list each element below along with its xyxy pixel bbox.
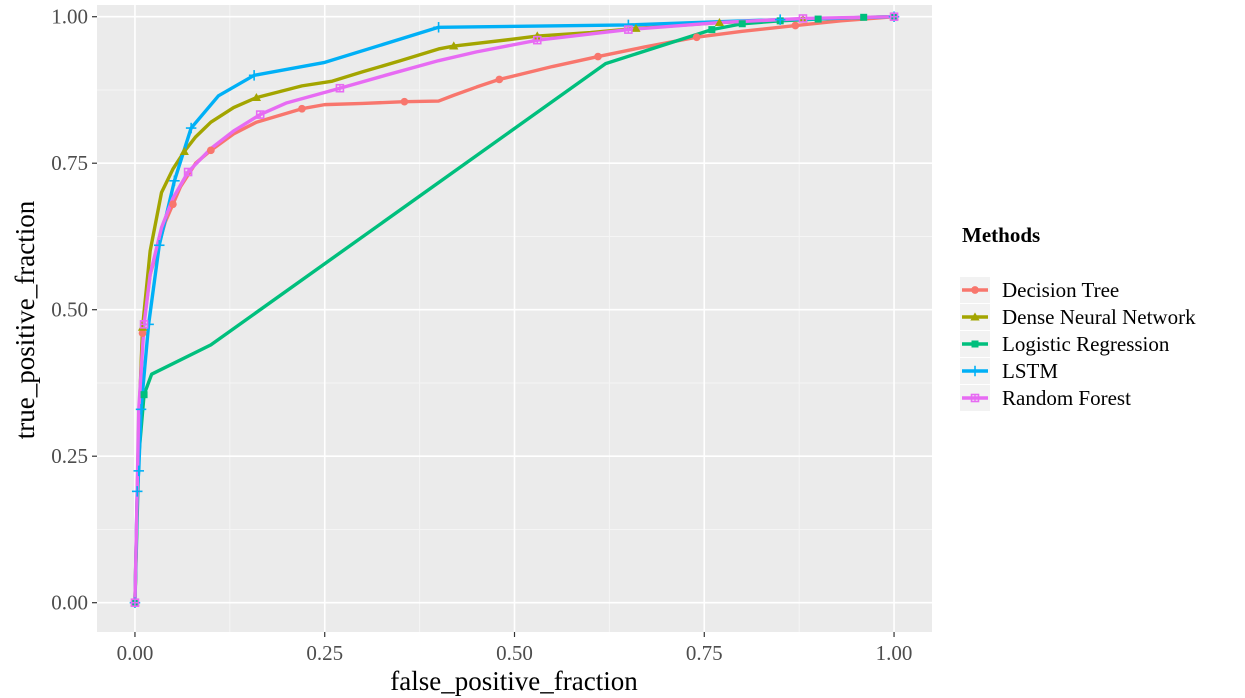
x-tick-label: 0.75 xyxy=(686,641,723,665)
legend: Methods Decision Tree Dense Neural Networ… xyxy=(960,223,1196,411)
legend-title: Methods xyxy=(962,223,1040,247)
x-axis-title: false_positive_fraction xyxy=(390,666,638,696)
y-tick-label: 0.25 xyxy=(51,444,88,468)
y-axis-ticks: 0.00 0.25 0.50 0.75 1.00 xyxy=(51,5,97,615)
series-point-logistic-regression xyxy=(708,26,716,34)
legend-item-lstm: LSTM xyxy=(960,358,1058,384)
series-point-dense-neural-network xyxy=(631,23,641,32)
series-point-lstm xyxy=(169,175,180,187)
x-tick-label: 0.25 xyxy=(306,641,343,665)
series-point-random-forest xyxy=(255,110,265,119)
series-point-dense-neural-network xyxy=(449,41,459,50)
series-point-logistic-regression xyxy=(140,391,148,399)
series-point-lstm xyxy=(248,70,260,81)
series-point-random-forest xyxy=(130,598,140,608)
legend-item-random-forest: Random Forest xyxy=(960,385,1131,411)
series-point-decision-tree xyxy=(692,33,701,42)
legend-item-logistic-regression: Logistic Regression xyxy=(960,331,1170,357)
legend-items: Decision Tree Dense Neural Network Logisti… xyxy=(960,277,1196,411)
legend-item-decision-tree: Decision Tree xyxy=(960,277,1119,303)
series-point-dense-neural-network xyxy=(179,146,189,155)
series-point-decision-tree xyxy=(495,75,504,84)
legend-label: LSTM xyxy=(1002,359,1058,383)
series-point-decision-tree xyxy=(298,104,306,113)
roc-markers xyxy=(129,11,900,608)
legend-key-marker xyxy=(971,340,979,348)
legend-label: Decision Tree xyxy=(1002,278,1119,302)
series-point-decision-tree xyxy=(169,200,177,209)
series-point-dense-neural-network xyxy=(714,17,725,27)
series-point-random-forest xyxy=(532,35,542,45)
grid-lines xyxy=(97,5,932,632)
series-point-decision-tree xyxy=(594,52,602,61)
series-line-random-forest xyxy=(133,15,896,605)
x-tick-label: 1.00 xyxy=(876,641,913,665)
y-tick-label: 0.75 xyxy=(51,151,88,175)
y-tick-label: 1.00 xyxy=(51,5,88,29)
series-point-decision-tree xyxy=(791,21,800,30)
series-point-random-forest xyxy=(139,320,149,329)
series-point-random-forest xyxy=(624,25,633,34)
series-point-decision-tree xyxy=(400,97,409,106)
series-point-random-forest xyxy=(183,167,193,177)
legend-label: Logistic Regression xyxy=(1002,332,1170,356)
legend-key-marker xyxy=(970,393,980,403)
series-point-logistic-regression xyxy=(738,20,746,28)
series-point-random-forest xyxy=(889,12,899,22)
series-point-decision-tree xyxy=(207,146,215,155)
legend-label: Dense Neural Network xyxy=(1002,305,1196,329)
y-tick-label: 0.00 xyxy=(51,591,88,615)
series-point-dense-neural-network xyxy=(532,31,542,40)
series-point-lstm xyxy=(131,486,143,497)
legend-item-dense-neural-network: Dense Neural Network xyxy=(960,304,1196,330)
legend-key-marker xyxy=(971,286,979,294)
series-point-lstm xyxy=(185,122,197,134)
series-point-lstm xyxy=(135,404,147,415)
y-axis-title: true_positive_fraction xyxy=(10,200,40,439)
series-point-logistic-regression xyxy=(814,15,822,23)
legend-key-marker xyxy=(970,312,980,321)
legend-key-marker xyxy=(969,365,981,377)
x-axis-ticks: 0.00 0.25 0.50 0.75 1.00 xyxy=(117,632,913,665)
x-tick-label: 0.00 xyxy=(117,641,154,665)
series-point-logistic-regression xyxy=(860,13,868,21)
legend-label: Random Forest xyxy=(1002,386,1131,410)
y-tick-label: 0.50 xyxy=(51,298,88,322)
series-point-random-forest xyxy=(798,14,808,23)
series-point-decision-tree xyxy=(138,329,147,337)
series-point-dense-neural-network xyxy=(137,322,148,331)
series-point-random-forest xyxy=(335,83,345,93)
series-point-lstm xyxy=(133,465,144,477)
series-point-lstm xyxy=(153,240,165,251)
series-point-dense-neural-network xyxy=(251,92,262,102)
series-point-lstm xyxy=(774,14,786,25)
x-tick-label: 0.50 xyxy=(496,641,533,665)
series-point-lstm xyxy=(433,22,444,33)
